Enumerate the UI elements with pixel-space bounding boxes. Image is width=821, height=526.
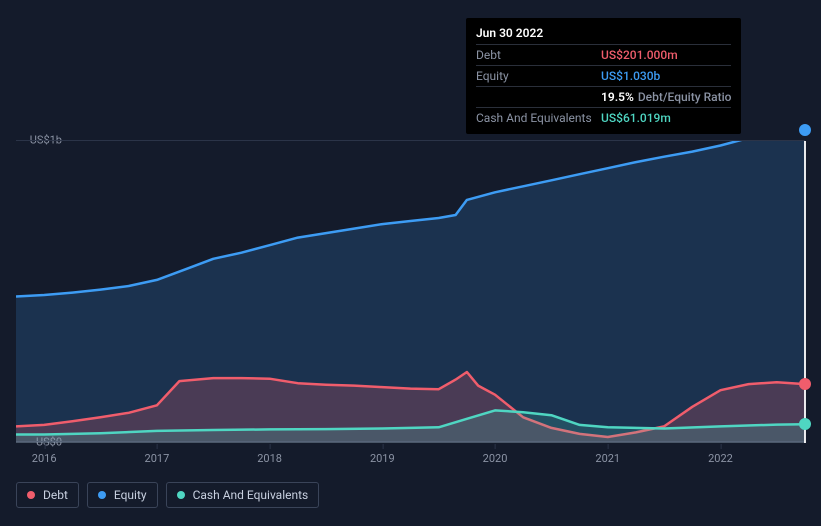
legend-label: Cash And Equivalents	[193, 488, 309, 502]
x-axis-label: 2020	[483, 452, 508, 465]
tooltip-date: Jun 30 2022	[476, 24, 731, 44]
tooltip-row: 19.5%Debt/Equity Ratio	[476, 86, 731, 107]
tooltip-row-label: Cash And Equivalents	[476, 109, 601, 127]
chart-marker	[799, 418, 811, 430]
chart-cursor-line	[804, 141, 806, 443]
legend-dot-icon	[177, 491, 185, 499]
x-axis-label: 2021	[595, 452, 620, 465]
tooltip-row-value: US$1.030b	[601, 67, 660, 85]
chart-x-axis: 2016 2017 2018 2019 2020 2021 2022	[16, 446, 805, 466]
legend-item[interactable]: Debt	[16, 482, 79, 508]
chart-legend: Debt Equity Cash And Equivalents	[16, 482, 319, 508]
tooltip-row-value: US$61.019m	[601, 109, 671, 127]
chart-marker	[799, 378, 811, 390]
chart-tooltip: Jun 30 2022 DebtUS$201.000mEquityUS$1.03…	[466, 18, 741, 134]
tooltip-row: DebtUS$201.000m	[476, 44, 731, 65]
x-axis-label: 2022	[708, 452, 733, 465]
legend-label: Equity	[114, 488, 147, 502]
tooltip-row: Cash And EquivalentsUS$61.019m	[476, 107, 731, 128]
legend-label: Debt	[43, 488, 68, 502]
chart-svg	[16, 141, 805, 443]
legend-dot-icon	[27, 491, 35, 499]
tooltip-row: EquityUS$1.030b	[476, 65, 731, 86]
legend-item[interactable]: Cash And Equivalents	[166, 482, 320, 508]
chart-marker	[799, 124, 811, 136]
x-axis-label: 2016	[32, 452, 57, 465]
tooltip-row-label: Equity	[476, 67, 601, 85]
x-axis-label: 2019	[370, 452, 395, 465]
tooltip-row-value: 19.5%Debt/Equity Ratio	[601, 88, 731, 106]
x-axis-label: 2018	[257, 452, 282, 465]
legend-dot-icon	[98, 491, 106, 499]
x-axis-label: 2017	[145, 452, 170, 465]
chart-area[interactable]: US$0US$1b 2016201720182019202020212022	[16, 120, 805, 460]
tooltip-row-label: Debt	[476, 46, 601, 64]
tooltip-row-value: US$201.000m	[601, 46, 678, 64]
legend-item[interactable]: Equity	[87, 482, 158, 508]
chart-plot	[16, 140, 805, 442]
tooltip-row-label	[476, 88, 601, 106]
